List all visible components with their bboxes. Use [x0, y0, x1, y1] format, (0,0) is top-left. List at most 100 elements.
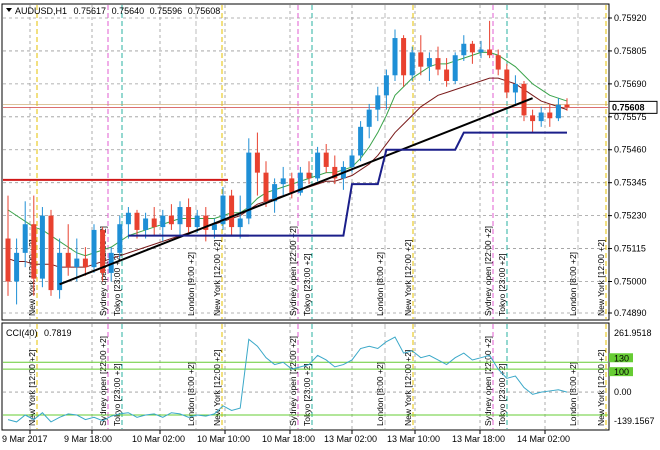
session-label: Sydney open [22:00 +2]	[98, 336, 108, 426]
candle-body	[315, 152, 321, 179]
session-label: Tokyo [23:00 +2]	[302, 363, 312, 426]
candle-body	[487, 49, 493, 56]
candle-body	[22, 224, 28, 253]
session-label: New York [12:00 +2]	[596, 240, 606, 316]
stop-step-line	[214, 131, 567, 237]
candle-body	[383, 75, 389, 96]
candle-body	[409, 52, 415, 76]
cci-level-badge	[609, 367, 633, 377]
candle-body	[108, 252, 114, 273]
time-label: 9 Mar 18:00	[64, 434, 112, 444]
candle-body	[211, 224, 217, 230]
candle-body	[332, 166, 338, 179]
session-label: New York [12:00 +2]	[212, 350, 222, 426]
session-label: London [8:00 +2]	[186, 362, 196, 426]
low-value: 0.75596	[150, 6, 183, 16]
candle-body	[125, 212, 131, 225]
candle-body	[289, 178, 295, 193]
session-label: London [9:00 +2]	[186, 252, 196, 316]
cci-scale-label: 130	[614, 353, 629, 363]
symbol-label: AUDUSD,H1	[15, 6, 67, 16]
candle-body	[134, 212, 140, 230]
candle-body	[504, 69, 510, 93]
session-label: London [8:00 +2]	[375, 252, 385, 316]
candle-body	[220, 195, 226, 225]
candle-body	[426, 58, 432, 67]
cci-scale-label: -139.1567	[614, 416, 655, 426]
session-label: New York [12:00 +2]	[27, 350, 37, 426]
cci-header: CCI(40) 0.7819	[6, 328, 72, 338]
session-label: London [8:00 +2]	[568, 362, 578, 426]
candle-body	[478, 49, 484, 53]
session-label: Sydney open [22:00 +2]	[483, 336, 493, 426]
session-label: Sydney open [22:00 +2]	[288, 336, 298, 426]
candle-body	[547, 112, 553, 119]
candle-body	[177, 207, 183, 225]
price-label: 0.75690	[614, 79, 647, 89]
trendline	[59, 97, 533, 286]
candle-body	[151, 218, 157, 228]
session-label: Tokyo [23:00 +2]	[302, 253, 312, 316]
time-label: 10 Mar 02:00	[132, 434, 185, 444]
candle-body	[392, 38, 398, 76]
candle-body	[82, 258, 88, 268]
candle-body	[375, 95, 381, 110]
candle-body	[263, 172, 269, 202]
candle-body	[100, 229, 106, 273]
price-label: 0.74890	[614, 308, 647, 318]
candle-body	[495, 55, 501, 70]
overlays	[59, 97, 567, 286]
cci-name: CCI(40)	[6, 328, 38, 338]
candle-body	[229, 195, 235, 228]
price-label: 0.75920	[614, 13, 647, 23]
time-label: 10 Mar 10:00	[197, 434, 250, 444]
session-label: London [8:00 +2]	[568, 252, 578, 316]
session-label: Tokyo [23:00 +2]	[497, 363, 507, 426]
candle-body	[39, 215, 45, 279]
candle-body	[306, 172, 312, 179]
candle-body	[435, 58, 441, 70]
svg-text:CCI(40) 0.7819: CCI(40) 0.7819	[6, 328, 72, 338]
price-label: 0.75805	[614, 46, 647, 56]
candle-body	[418, 52, 424, 67]
candlesticks	[5, 20, 570, 305]
cci-line	[7, 336, 568, 423]
candle-body	[194, 215, 200, 228]
session-label: Tokyo [23:00 +2]	[112, 253, 122, 316]
cci-scale-label: 261.9518	[614, 328, 652, 338]
cci-panel-frame	[1, 322, 610, 431]
session-label: Tokyo [23:00 +2]	[112, 363, 122, 426]
candle-body	[444, 69, 450, 82]
session-label: London [8:00 +2]	[375, 362, 385, 426]
session-label: Tokyo [23:00 +2]	[497, 253, 507, 316]
candle-body	[57, 252, 63, 291]
candle-body	[14, 252, 20, 282]
session-label: Sydney open [22:00 +2]	[483, 226, 493, 316]
candle-body	[555, 104, 561, 119]
time-label: 9 Mar 2017	[2, 434, 48, 444]
candle-body	[564, 104, 570, 108]
dropdown-triangle-icon[interactable]	[6, 8, 12, 12]
candle-body	[297, 172, 303, 193]
candle-body	[280, 178, 286, 185]
candle-body	[91, 229, 97, 268]
cci-scale-label: 100	[614, 367, 629, 377]
candle-body	[5, 238, 11, 282]
candle-body	[117, 224, 123, 253]
time-label: 13 Mar 18:00	[452, 434, 505, 444]
candle-body	[358, 126, 364, 156]
candle-body	[74, 258, 80, 268]
candle-body	[143, 218, 149, 230]
price-label: 0.75230	[614, 211, 647, 221]
candle-body	[254, 152, 260, 173]
cci-level-badge	[609, 353, 633, 363]
candle-body	[538, 112, 544, 122]
candle-body	[469, 43, 475, 53]
time-label: 13 Mar 02:00	[324, 434, 377, 444]
candle-body	[272, 184, 278, 202]
candle-body	[512, 83, 518, 93]
candle-body	[246, 152, 252, 219]
close-value: 0.75608	[188, 6, 221, 16]
cci-value: 0.7819	[44, 328, 72, 338]
